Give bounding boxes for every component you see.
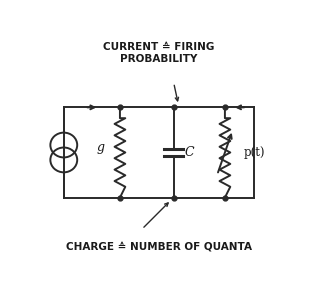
Text: p(t): p(t) bbox=[243, 146, 265, 159]
Text: CURRENT ≙ FIRING
PROBABILITY: CURRENT ≙ FIRING PROBABILITY bbox=[103, 42, 215, 64]
Text: g: g bbox=[96, 142, 104, 154]
Text: CHARGE ≙ NUMBER OF QUANTA: CHARGE ≙ NUMBER OF QUANTA bbox=[66, 242, 252, 252]
Text: C: C bbox=[185, 146, 194, 159]
